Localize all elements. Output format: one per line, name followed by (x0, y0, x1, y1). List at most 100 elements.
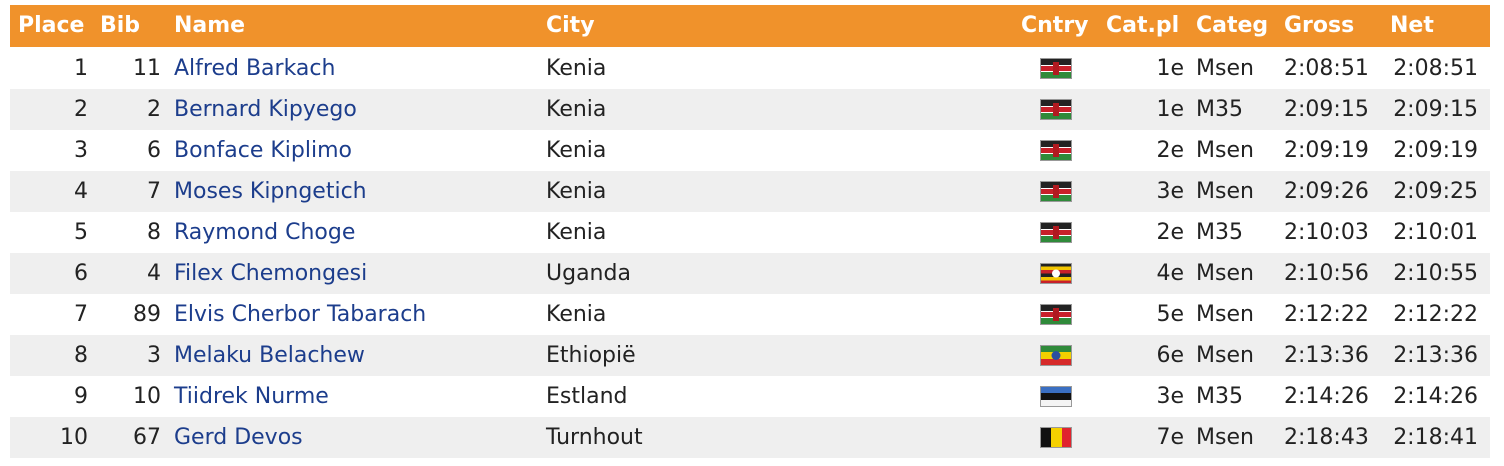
place: 5 (74, 219, 88, 245)
net-time: 2:08:51 (1393, 55, 1478, 81)
net-time: 2:10:01 (1393, 219, 1478, 245)
gross-time: 2:09:15 (1284, 96, 1369, 122)
name[interactable]: Gerd Devos (174, 424, 303, 450)
name[interactable]: Bonface Kiplimo (174, 137, 352, 163)
bib: 4 (147, 260, 161, 286)
bib-header[interactable]: Bib (100, 13, 141, 38)
name[interactable]: Raymond Choge (174, 219, 356, 245)
category: Msen (1196, 55, 1254, 81)
city: Estland (546, 383, 628, 409)
gross-time: 2:10:03 (1284, 219, 1369, 245)
bib: 7 (147, 178, 161, 204)
category-place: 7e (1156, 424, 1184, 450)
city: Kenia (546, 55, 607, 81)
country-flag (1040, 385, 1072, 407)
city: Kenia (546, 178, 607, 204)
result-row: 8 3 Melaku Belachew Ethiopië 6e Msen 2:13:36 2:… (10, 334, 1490, 376)
city: Uganda (546, 260, 631, 286)
category: M35 (1196, 96, 1243, 122)
gross-time: 2:09:26 (1284, 178, 1369, 204)
category-place: 1e (1156, 55, 1184, 81)
category: Msen (1196, 137, 1254, 163)
bib: 3 (147, 342, 161, 368)
name[interactable]: Filex Chemongesi (174, 260, 368, 286)
category-place: 2e (1156, 137, 1184, 163)
city: Kenia (546, 219, 607, 245)
country-flag (1040, 98, 1072, 120)
result-row: 6 4 Filex Chemongesi Uganda 4e Msen 2:10:56 2:1… (10, 252, 1490, 294)
category-place: 3e (1156, 178, 1184, 204)
net-time: 2:13:36 (1393, 342, 1478, 368)
place-header[interactable]: Place (18, 13, 85, 38)
category-place: 1e (1156, 96, 1184, 122)
category-place: 2e (1156, 219, 1184, 245)
city: Kenia (546, 137, 607, 163)
result-row: 1 11 Alfred Barkach Kenia 1e Msen 2:08:51 2:08:… (10, 48, 1490, 89)
name[interactable]: Alfred Barkach (174, 55, 336, 81)
category: Msen (1196, 260, 1254, 286)
net-time: 2:09:19 (1393, 137, 1478, 163)
gross-time: 2:18:43 (1284, 424, 1369, 450)
place: 6 (74, 260, 88, 286)
category-place: 3e (1156, 383, 1184, 409)
result-row: 3 6 Bonface Kiplimo Kenia 2e Msen 2:09:19 2:09:… (10, 130, 1490, 171)
bib: 67 (133, 424, 161, 450)
gross-time: 2:14:26 (1284, 383, 1369, 409)
country-flag (1040, 344, 1072, 366)
net-time: 2:10:55 (1393, 260, 1478, 286)
place: 4 (74, 178, 88, 204)
gross-time: 2:08:51 (1284, 55, 1369, 81)
category-place: 6e (1156, 342, 1184, 368)
bib: 89 (133, 301, 161, 327)
category: Msen (1196, 342, 1254, 368)
category-place-header[interactable]: Cat.pl (1106, 13, 1180, 38)
name[interactable]: Tiidrek Nurme (174, 383, 329, 409)
country-flag (1040, 262, 1072, 284)
place: 7 (74, 301, 88, 327)
country-flag (1040, 303, 1072, 325)
header-row: Place Bib Name City Cntry Cat.pl Categ Gross Net (10, 5, 1490, 47)
net-time: 2:12:22 (1393, 301, 1478, 327)
gross-header[interactable]: Gross (1284, 13, 1355, 38)
net-time: 2:18:41 (1393, 424, 1478, 450)
result-row: 5 8 Raymond Choge Kenia 2e M35 2:10:03 2:10:01 (10, 212, 1490, 253)
city: Turnhout (546, 424, 643, 450)
name[interactable]: Moses Kipngetich (174, 178, 367, 204)
result-row: 7 89 Elvis Cherbor Tabarach Kenia 5e Msen 2:12… (10, 294, 1490, 335)
gross-time: 2:10:56 (1284, 260, 1369, 286)
name[interactable]: Elvis Cherbor Tabarach (174, 301, 427, 327)
category-place: 5e (1156, 301, 1184, 327)
category: Msen (1196, 424, 1254, 450)
city-header[interactable]: City (546, 13, 595, 38)
gross-time: 2:09:19 (1284, 137, 1369, 163)
bib: 6 (147, 137, 161, 163)
place: 8 (74, 342, 88, 368)
place: 1 (74, 55, 88, 81)
country-flag (1040, 221, 1072, 243)
country-flag (1040, 180, 1072, 202)
net-header[interactable]: Net (1390, 13, 1434, 38)
category: M35 (1196, 219, 1243, 245)
category: Msen (1196, 301, 1254, 327)
bib: 2 (147, 96, 161, 122)
country-header[interactable]: Cntry (1021, 13, 1089, 38)
city: Kenia (546, 301, 607, 327)
name[interactable]: Bernard Kipyego (174, 96, 357, 122)
bib: 8 (147, 219, 161, 245)
category-header[interactable]: Categ (1196, 13, 1269, 38)
category-place: 4e (1156, 260, 1184, 286)
category: M35 (1196, 383, 1243, 409)
result-row: 4 7 Moses Kipngetich Kenia 3e Msen 2:09:26 2:09… (10, 170, 1490, 212)
result-row: 10 67 Gerd Devos Turnhout 7e Msen 2:18:43 2:18:… (10, 416, 1490, 458)
gross-time: 2:12:22 (1284, 301, 1369, 327)
name[interactable]: Melaku Belachew (174, 342, 365, 368)
name-header[interactable]: Name (174, 13, 246, 38)
city: Ethiopië (546, 342, 636, 368)
result-row: 9 10 Tiidrek Nurme Estland 3e M35 2:14:26 2:14:… (10, 376, 1490, 417)
place: 2 (74, 96, 88, 122)
bib: 11 (133, 55, 161, 81)
bib: 10 (133, 383, 161, 409)
place: 3 (74, 137, 88, 163)
city: Kenia (546, 96, 607, 122)
